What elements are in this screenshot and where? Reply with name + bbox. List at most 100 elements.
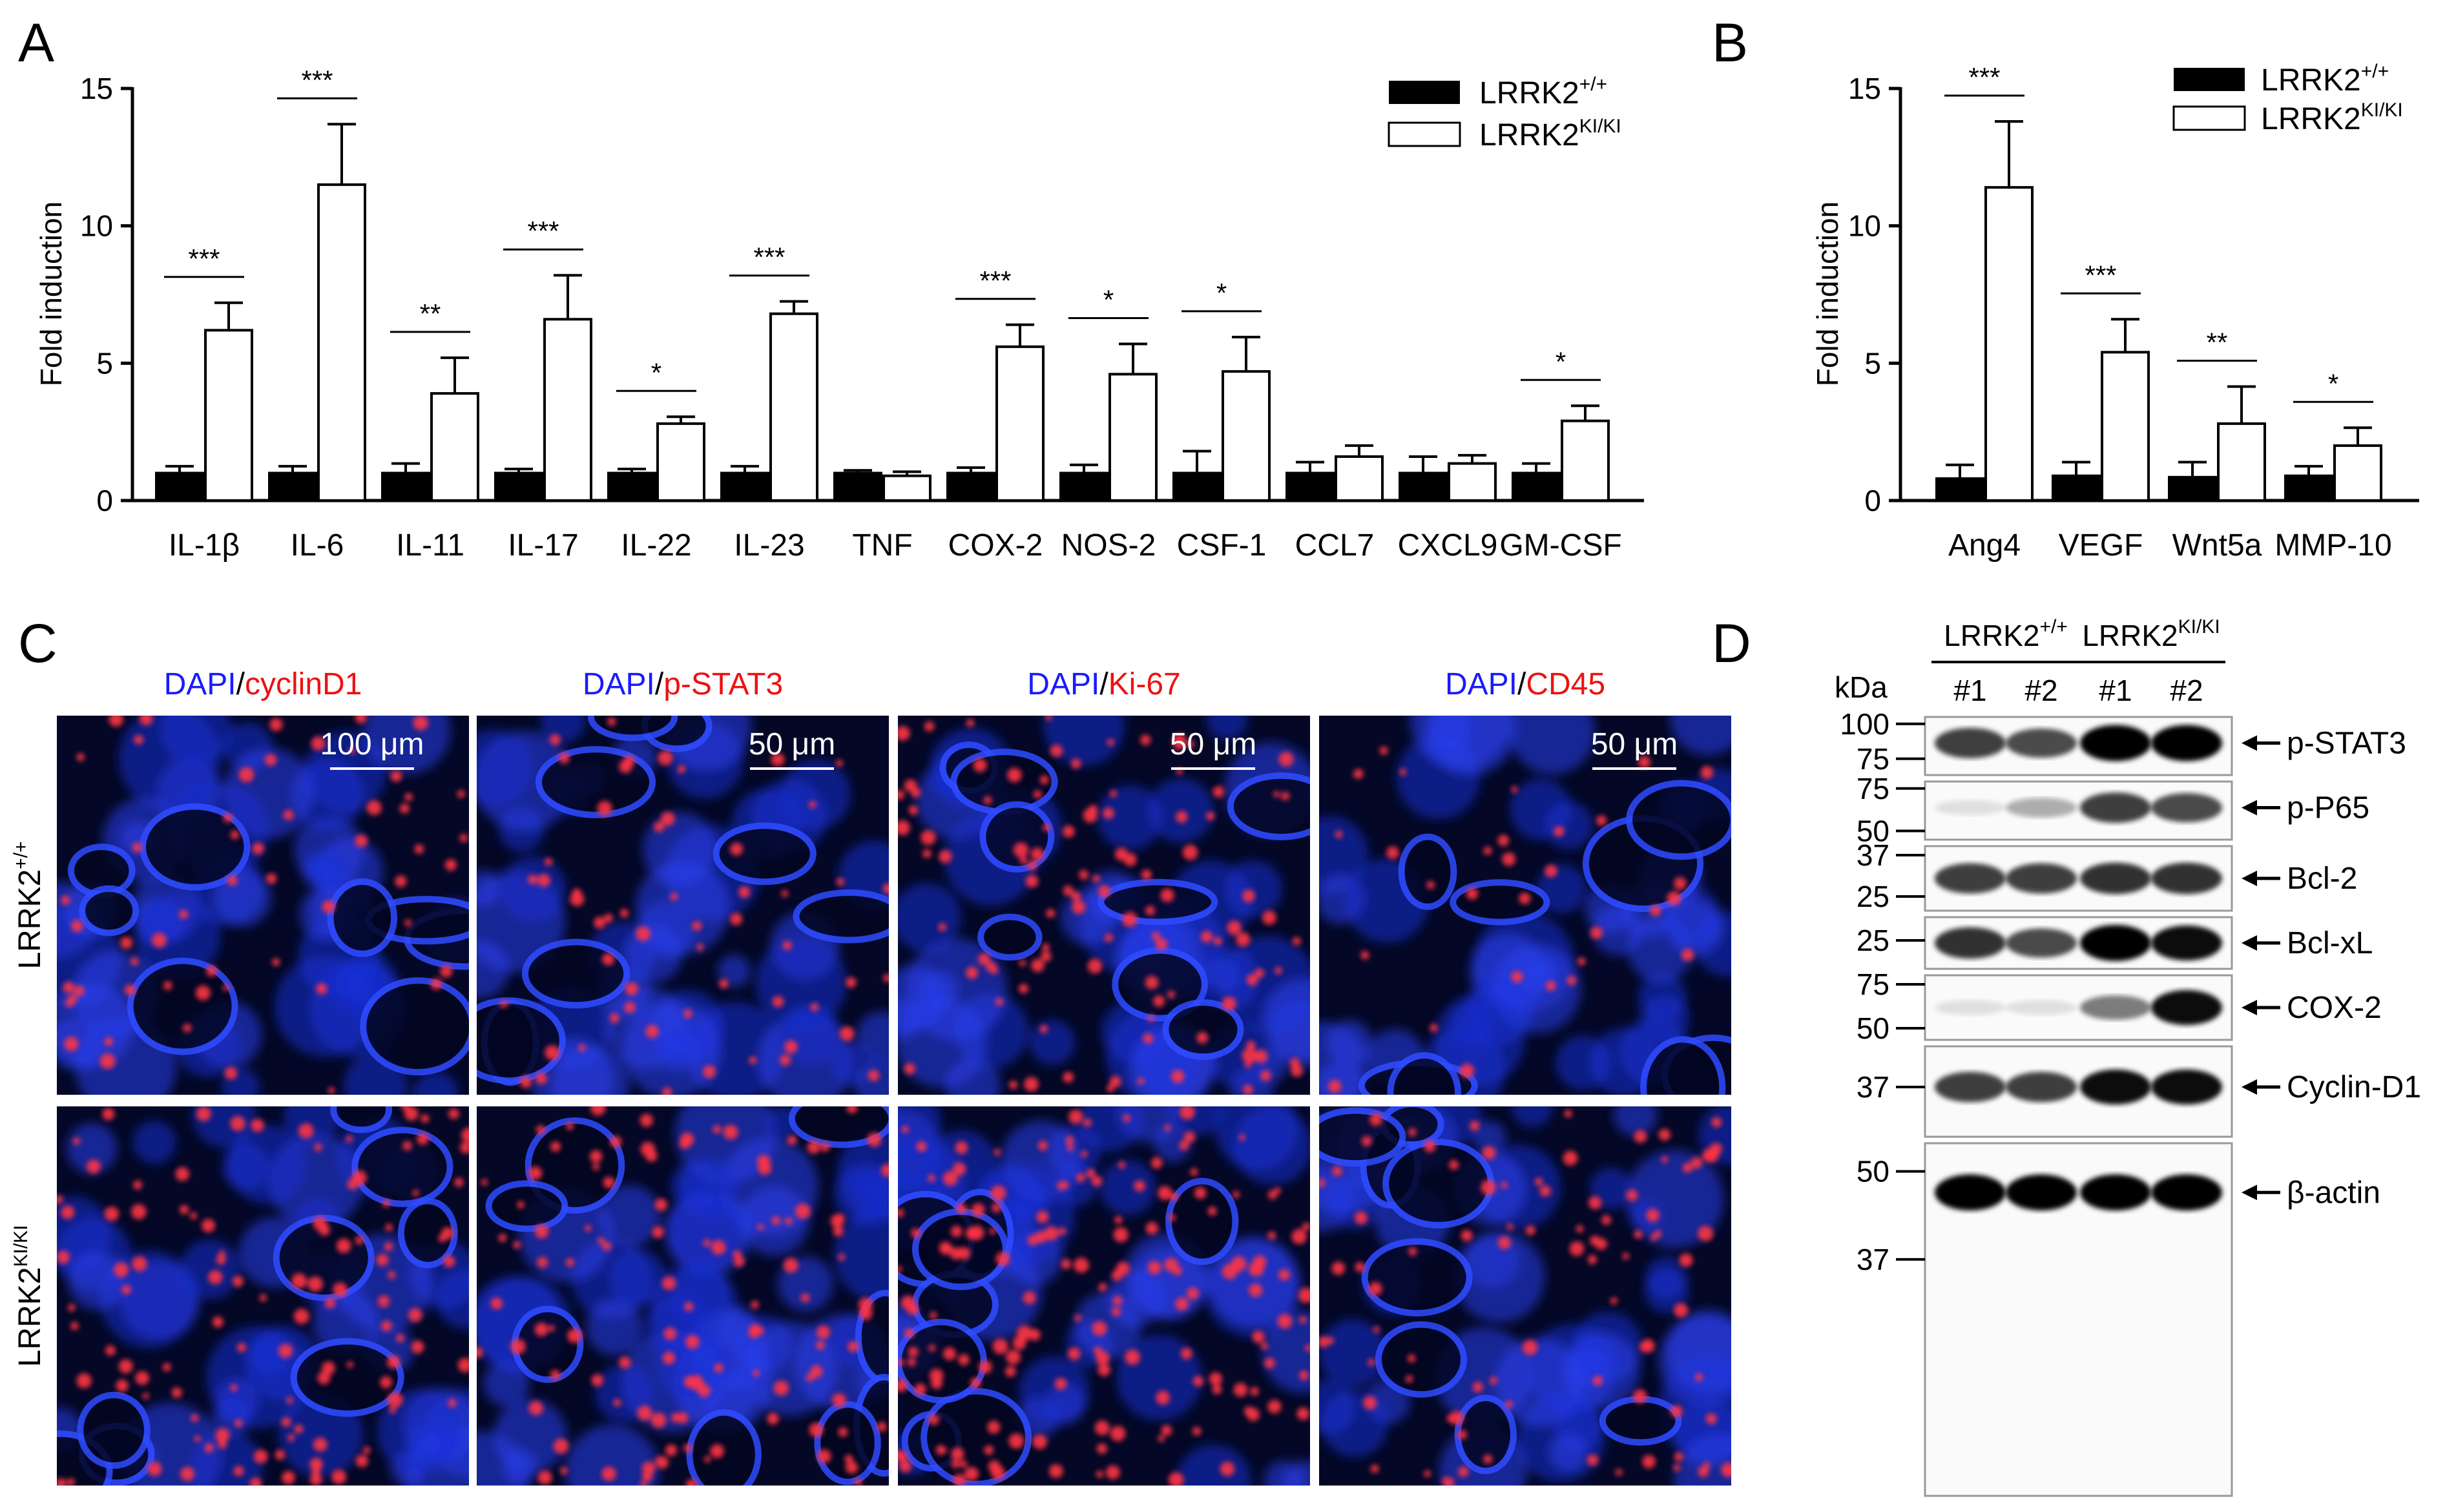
category-label: GM-CSF xyxy=(1499,528,1621,563)
microscopy-panel: DAPI/cyclinD1 DAPI/p-STAT3 DAPI/Ki-67 DAPI/… xyxy=(10,667,1731,1486)
panel-letter-a: A xyxy=(18,12,54,73)
bar-ki-ang4 xyxy=(1984,186,2034,502)
band xyxy=(2151,1174,2222,1211)
category-label: IL-17 xyxy=(508,528,578,563)
category-label: Wnt5a xyxy=(2172,528,2262,563)
blot-strip: Bcl-xL 25 xyxy=(1857,916,2373,970)
y-tick-label: 15 xyxy=(1848,72,1881,105)
bar-ki-csf-1 xyxy=(1222,370,1271,502)
bar-ki-il-22 xyxy=(656,422,705,502)
significance-label: ** xyxy=(420,298,441,329)
bar-ki-wnt5a xyxy=(2217,422,2266,502)
bar-wt-nos-2 xyxy=(1059,471,1108,502)
micrograph-tile xyxy=(898,1106,1310,1486)
micrograph-tile: 100 μm xyxy=(57,716,469,1095)
band-label: Bcl-xL xyxy=(2287,926,2373,960)
band xyxy=(1935,1000,2006,1015)
y-tick-label: 15 xyxy=(80,72,113,105)
marker-label: 37 xyxy=(1857,1243,1889,1276)
category-label: VEGF xyxy=(2059,528,2143,563)
category-label: NOS-2 xyxy=(1061,528,1156,563)
bar-ki-cox-2 xyxy=(995,345,1045,502)
category-label: IL-23 xyxy=(734,528,804,563)
legend-a: LRRK2+/+ LRRK2KI/KI xyxy=(1388,74,1621,152)
band-label: p-P65 xyxy=(2287,791,2369,825)
marker-label: 25 xyxy=(1857,880,1889,913)
bar-ki-ccl7 xyxy=(1335,455,1384,502)
scale-bar-label: 50 μm xyxy=(1591,727,1678,761)
arrow-icon xyxy=(2242,1185,2257,1201)
micrograph-tile: 50 μm xyxy=(898,716,1310,1095)
y-tick-label: 10 xyxy=(80,209,113,243)
significance-label: ** xyxy=(2207,327,2228,357)
arrow-icon xyxy=(2242,1000,2257,1015)
band xyxy=(1935,800,2006,816)
band xyxy=(2151,792,2222,823)
band xyxy=(2006,863,2077,894)
marker-label: 50 xyxy=(1857,814,1889,848)
y-tick-label: 5 xyxy=(96,346,113,380)
bar-wt-cxcl9 xyxy=(1399,471,1448,502)
kda-label: kDa xyxy=(1835,670,1888,704)
bar-ki-il-17 xyxy=(543,318,592,502)
y-ticks: 0 5 10 15 xyxy=(1848,72,1900,517)
band-label: COX-2 xyxy=(2287,991,2382,1025)
bar-wt-vegf xyxy=(2052,474,2101,502)
bar-ki-mmp-10 xyxy=(2333,444,2382,502)
band xyxy=(2006,1000,2077,1015)
significance-label: * xyxy=(1216,278,1227,308)
legend-label-ki: LRRK2KI/KI xyxy=(2261,99,2403,136)
bar-ki-gm-csf xyxy=(1561,419,1610,502)
marker-label: 50 xyxy=(1857,1155,1889,1188)
bar-ki-il-23 xyxy=(769,312,818,502)
band xyxy=(2151,862,2222,895)
panel-letter-d: D xyxy=(1712,613,1751,674)
bar-wt-tnf xyxy=(833,471,882,502)
legend-swatch-wt xyxy=(1389,81,1460,104)
scale-bar-label: 50 μm xyxy=(1170,727,1256,761)
micrograph-tile: 50 μm xyxy=(477,716,889,1095)
band xyxy=(2080,725,2151,761)
category-label: TNF xyxy=(852,528,912,563)
marker-label: 25 xyxy=(1857,924,1889,957)
scale-bar-label: 100 μm xyxy=(320,727,424,761)
bar-wt-il-17 xyxy=(494,471,543,502)
legend-label-wt: LRRK2+/+ xyxy=(1479,74,1607,110)
legend-swatch-ki xyxy=(2172,105,2246,131)
band xyxy=(2080,792,2151,823)
blot-strip: Bcl-2 37 25 xyxy=(1857,838,2358,913)
bar-wt-il-11 xyxy=(381,471,430,502)
band-label: Bcl-2 xyxy=(2287,862,2357,896)
bar-wt-cox-2 xyxy=(946,471,995,502)
marker-label: 75 xyxy=(1857,772,1889,805)
band xyxy=(2006,1072,2077,1103)
bar-wt-csf-1 xyxy=(1172,471,1222,502)
significance-marks: ******************* ** xyxy=(164,65,1601,392)
bar-wt-il-1β xyxy=(155,471,204,502)
band xyxy=(2080,925,2151,961)
category-label: Ang4 xyxy=(1948,528,2021,563)
band xyxy=(1935,863,2006,894)
bar-ki-il-1β xyxy=(204,329,253,502)
bar-ki-tnf xyxy=(882,474,931,502)
y-tick-label: 5 xyxy=(1864,346,1881,380)
band xyxy=(2151,989,2222,1026)
bars xyxy=(1935,120,2382,502)
band-label: β-actin xyxy=(2287,1175,2380,1210)
arrow-icon xyxy=(2242,1079,2257,1095)
band xyxy=(1935,728,2006,758)
bar-ki-il-6 xyxy=(317,183,366,502)
band xyxy=(2006,798,2077,818)
significance-label: * xyxy=(1103,285,1114,315)
bar-ki-cxcl9 xyxy=(1448,462,1497,502)
significance-label: *** xyxy=(753,242,785,273)
arrow-icon xyxy=(2242,935,2257,951)
bar-wt-il-22 xyxy=(607,471,656,502)
group-label: LRRK2KI/KI xyxy=(2082,616,2220,652)
stain-title: DAPI/p-STAT3 xyxy=(583,667,783,701)
band xyxy=(2151,925,2222,961)
stain-title: DAPI/cyclinD1 xyxy=(164,667,362,701)
significance-label: *** xyxy=(188,243,220,274)
lane-label: #2 xyxy=(2170,674,2203,707)
